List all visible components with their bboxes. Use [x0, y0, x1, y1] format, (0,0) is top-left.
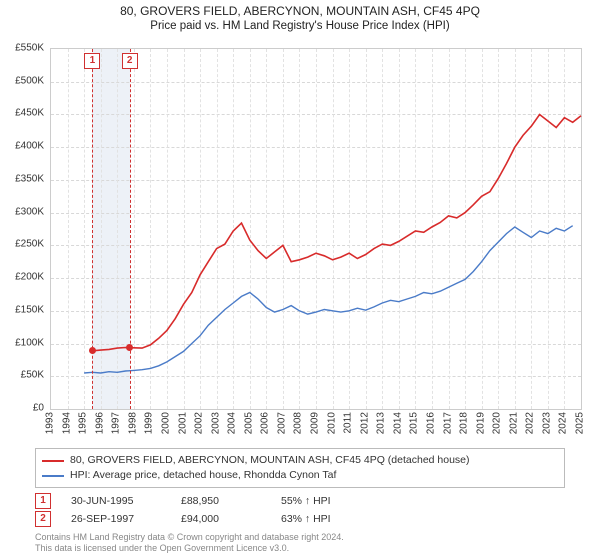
x-tick-label: 2019 [475, 412, 486, 434]
x-tick-label: 2021 [508, 412, 519, 434]
sale-pct: 55% ↑ HPI [281, 495, 331, 507]
y-tick-label: £400K [0, 141, 44, 152]
y-tick-label: £250K [0, 239, 44, 250]
x-tick-label: 2016 [425, 412, 436, 434]
footer-line: Contains HM Land Registry data © Crown c… [35, 532, 565, 543]
sale-pct: 63% ↑ HPI [281, 513, 331, 525]
chart-subtitle: Price paid vs. HM Land Registry's House … [0, 20, 600, 32]
x-tick-label: 2013 [376, 412, 387, 434]
x-tick-label: 1994 [61, 412, 72, 434]
x-tick-label: 2024 [558, 412, 569, 434]
y-tick-label: £450K [0, 108, 44, 119]
x-tick-label: 2007 [276, 412, 287, 434]
x-tick-label: 2004 [227, 412, 238, 434]
y-tick-label: £300K [0, 206, 44, 217]
sale-date: 30-JUN-1995 [71, 495, 161, 507]
x-tick-label: 2023 [541, 412, 552, 434]
x-tick-label: 2017 [442, 412, 453, 434]
sale-row: 2 26-SEP-1997 £94,000 63% ↑ HPI [35, 510, 565, 528]
legend-item: HPI: Average price, detached house, Rhon… [42, 468, 558, 483]
sale-marker-badge: 2 [122, 53, 138, 69]
x-tick-label: 2001 [177, 412, 188, 434]
y-tick-label: £200K [0, 272, 44, 283]
x-tick-label: 2015 [409, 412, 420, 434]
x-tick-label: 2014 [392, 412, 403, 434]
x-tick-label: 2010 [326, 412, 337, 434]
y-tick-label: £0 [0, 403, 44, 414]
x-tick-label: 2003 [210, 412, 221, 434]
title-block: 80, GROVERS FIELD, ABERCYNON, MOUNTAIN A… [0, 0, 600, 32]
x-tick-label: 1995 [78, 412, 89, 434]
x-tick-label: 2009 [310, 412, 321, 434]
x-tick-label: 2025 [575, 412, 586, 434]
x-tick-label: 2006 [260, 412, 271, 434]
x-tick-label: 2008 [293, 412, 304, 434]
y-tick-label: £550K [0, 43, 44, 54]
x-tick-label: 2005 [243, 412, 254, 434]
legend: 80, GROVERS FIELD, ABERCYNON, MOUNTAIN A… [35, 448, 565, 488]
y-tick-label: £350K [0, 173, 44, 184]
x-tick-label: 1998 [127, 412, 138, 434]
plot-area: 12 [50, 48, 582, 410]
sale-price: £94,000 [181, 513, 261, 525]
y-tick-label: £500K [0, 75, 44, 86]
x-tick-label: 2012 [359, 412, 370, 434]
chart-title: 80, GROVERS FIELD, ABERCYNON, MOUNTAIN A… [0, 4, 600, 18]
sale-price: £88,950 [181, 495, 261, 507]
legend-swatch [42, 460, 64, 462]
x-tick-label: 1999 [144, 412, 155, 434]
legend-swatch [42, 475, 64, 477]
x-tick-label: 2022 [525, 412, 536, 434]
sale-badge: 2 [35, 511, 51, 527]
sale-marker-badge: 1 [84, 53, 100, 69]
y-tick-label: £100K [0, 337, 44, 348]
x-tick-label: 2020 [492, 412, 503, 434]
sale-date: 26-SEP-1997 [71, 513, 161, 525]
x-tick-label: 2002 [194, 412, 205, 434]
footer-line: This data is licensed under the Open Gov… [35, 543, 565, 554]
sale-row: 1 30-JUN-1995 £88,950 55% ↑ HPI [35, 492, 565, 510]
sales-table: 1 30-JUN-1995 £88,950 55% ↑ HPI 2 26-SEP… [35, 492, 565, 528]
x-tick-label: 2011 [343, 412, 354, 434]
chart-container: 80, GROVERS FIELD, ABERCYNON, MOUNTAIN A… [0, 0, 600, 560]
legend-item: 80, GROVERS FIELD, ABERCYNON, MOUNTAIN A… [42, 453, 558, 468]
legend-label: 80, GROVERS FIELD, ABERCYNON, MOUNTAIN A… [70, 453, 470, 468]
legend-label: HPI: Average price, detached house, Rhon… [70, 468, 336, 483]
y-tick-label: £150K [0, 304, 44, 315]
sale-badge: 1 [35, 493, 51, 509]
x-tick-label: 1996 [94, 412, 105, 434]
attribution: Contains HM Land Registry data © Crown c… [35, 532, 565, 554]
series-hpi [84, 226, 573, 373]
x-tick-label: 2018 [459, 412, 470, 434]
x-tick-label: 2000 [160, 412, 171, 434]
x-tick-label: 1993 [45, 412, 56, 434]
x-tick-label: 1997 [111, 412, 122, 434]
y-tick-label: £50K [0, 370, 44, 381]
